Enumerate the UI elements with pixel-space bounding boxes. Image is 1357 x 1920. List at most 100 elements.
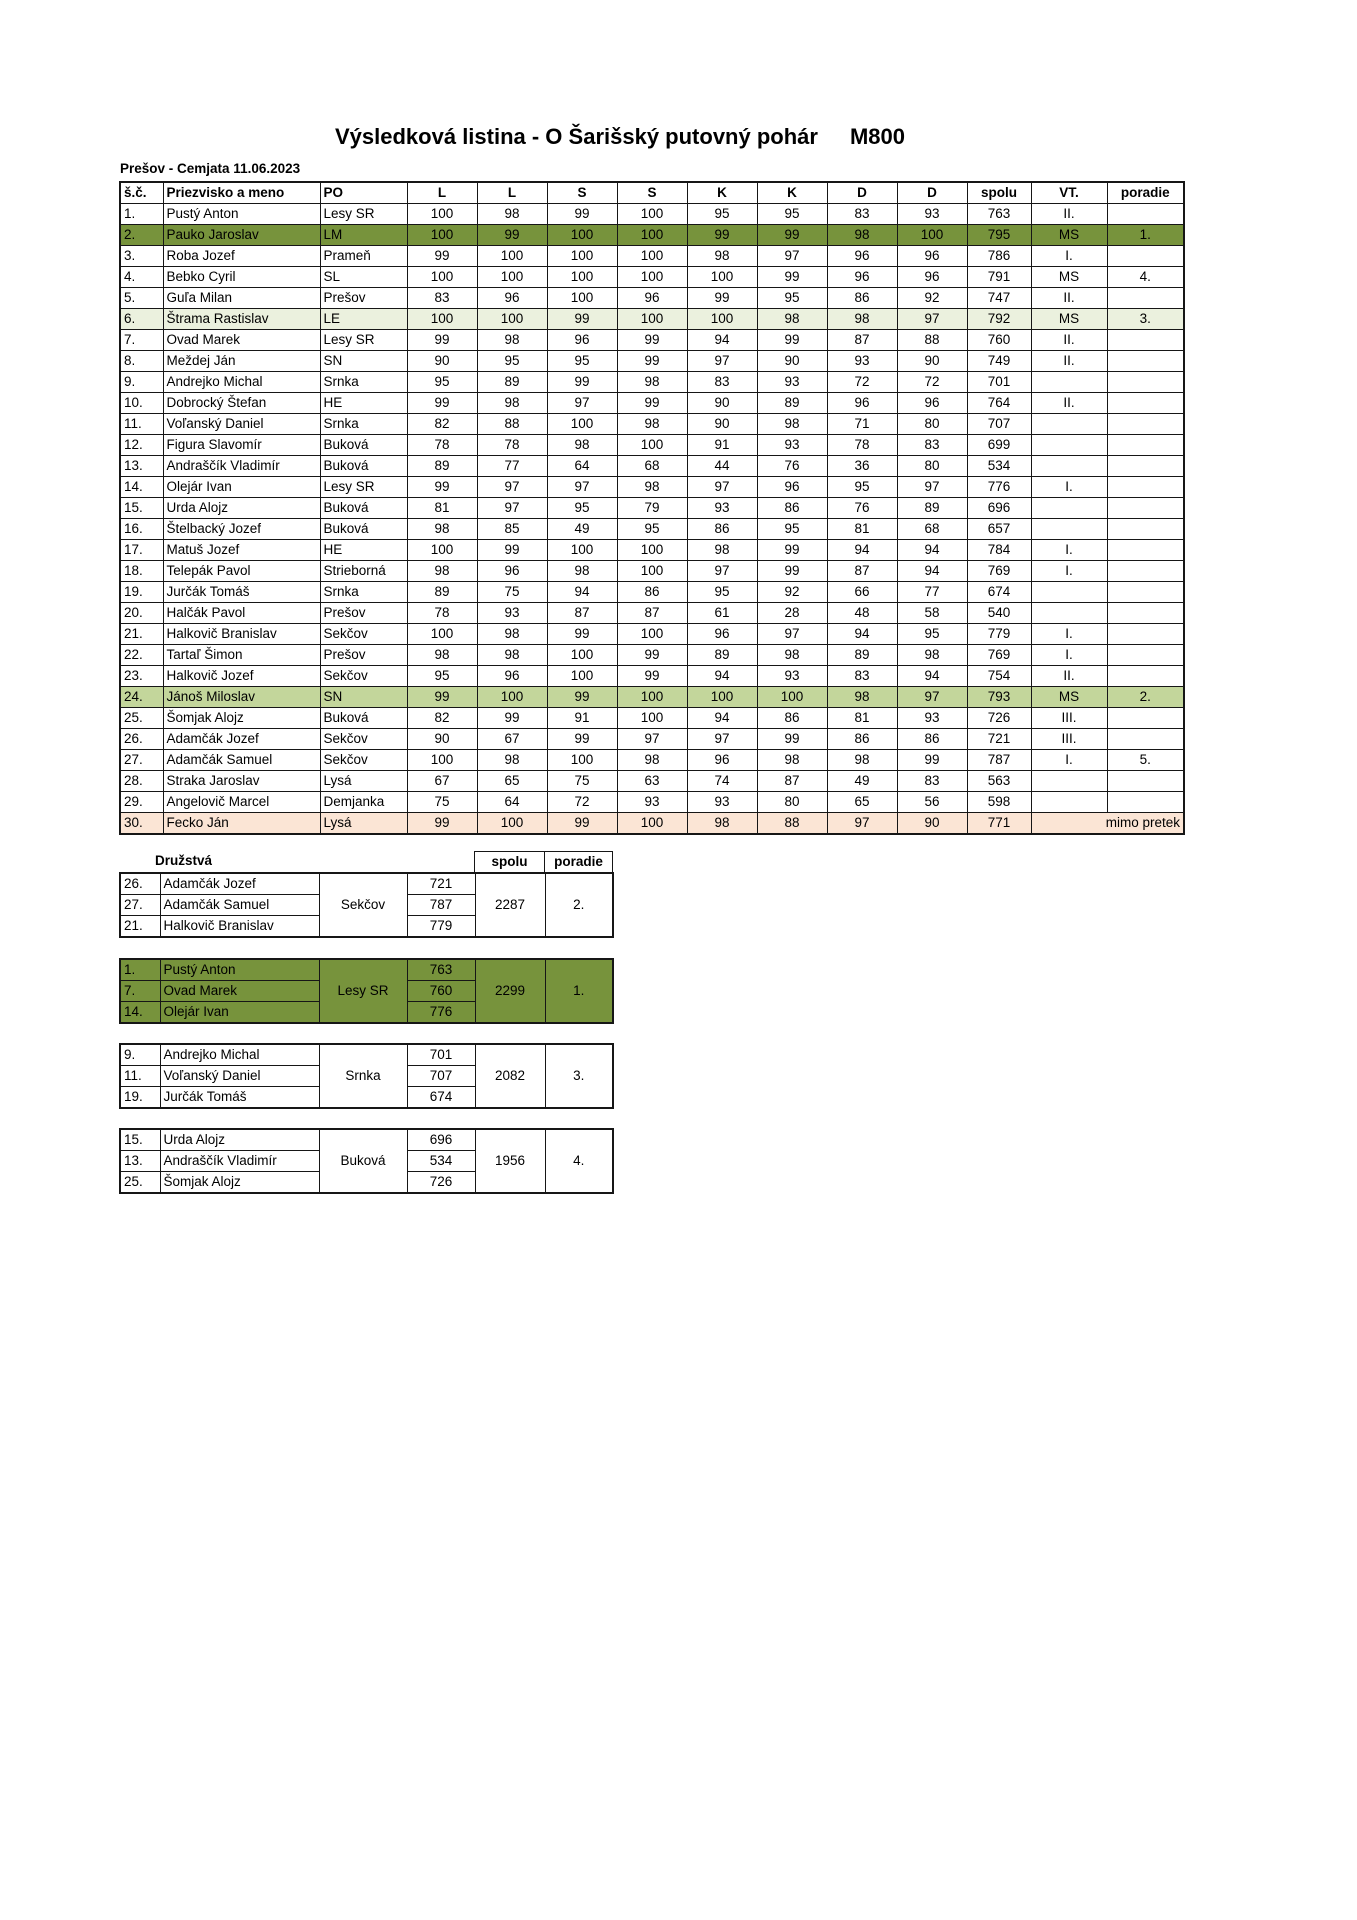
cell-poradie [1106, 602, 1185, 624]
cell-score: 44 [686, 455, 758, 477]
cell-score: 674 [406, 1086, 476, 1109]
cell-name: Šomjak Alojz [162, 707, 321, 729]
cell-score: 97 [896, 686, 968, 708]
cell-po: Srnka [319, 371, 408, 393]
cell-score: 99 [546, 308, 618, 330]
cell-score: 94 [826, 539, 898, 561]
table-row: 3. Roba Jozef Prameň 99 100 100 100 98 97 96 96 786… [119, 245, 1185, 267]
cell-score: 96 [896, 245, 968, 267]
column-header: L [476, 181, 548, 204]
cell-score: 99 [616, 644, 688, 666]
cell-score: 77 [896, 581, 968, 603]
team-row: 1. Pustý Anton Lesy SR 763 2299 1. [119, 958, 614, 1024]
cell-name: Adamčák Samuel [162, 749, 321, 771]
cell-score: 91 [546, 707, 618, 729]
cell-score: 94 [896, 665, 968, 687]
cell-score: 99 [406, 476, 478, 498]
cell-po: Srnka [319, 413, 408, 435]
cell-score: 74 [686, 770, 758, 792]
cell-rank: 15. [119, 1128, 161, 1151]
cell-score: 67 [406, 770, 478, 792]
cell-spolu: 749 [966, 350, 1032, 372]
cell-score: 100 [406, 539, 478, 561]
cell-name: Fecko Ján [162, 812, 321, 835]
cell-score: 100 [616, 539, 688, 561]
cell-name: Halkovič Branislav [159, 915, 320, 938]
cell-rank: 9. [119, 371, 164, 393]
cell-rank: 6. [119, 308, 164, 330]
cell-score: 75 [406, 791, 478, 813]
cell-score: 89 [476, 371, 548, 393]
discipline-code: M800 [849, 124, 905, 149]
page-title: Výsledková listina - O Šarišský putovný … [0, 124, 1240, 150]
team-header-poradie: poradie [544, 851, 613, 873]
cell-score: 92 [756, 581, 828, 603]
cell-score: 93 [756, 665, 828, 687]
team-row: 13. Andraščík Vladimír 534 [119, 1150, 613, 1172]
cell-spolu: 771 [966, 812, 1032, 835]
cell-po: Prešov [319, 287, 408, 309]
cell-name: Urda Alojz [162, 497, 321, 519]
cell-name: Jánoš Miloslav [162, 686, 321, 708]
cell-name: Angelovič Marcel [162, 791, 321, 813]
cell-score: 99 [406, 392, 478, 414]
team-row: 25. Šomjak Alojz 726 [119, 1171, 613, 1194]
cell-po: Buková [319, 455, 408, 477]
cell-score: 28 [756, 602, 828, 624]
cell-team-po: Sekčov [318, 872, 408, 938]
cell-score: 707 [406, 1065, 476, 1087]
cell-name: Šomjak Alojz [159, 1171, 320, 1194]
cell-po: Buková [319, 497, 408, 519]
cell-score: 98 [756, 308, 828, 330]
cell-rank: 5. [119, 287, 164, 309]
cell-poradie [1106, 560, 1185, 582]
cell-name: Figura Slavomír [162, 434, 321, 456]
cell-spolu: 769 [966, 644, 1032, 666]
cell-score: 100 [616, 707, 688, 729]
cell-vt: II. [1030, 287, 1108, 309]
cell-score: 696 [406, 1128, 476, 1151]
cell-score: 95 [406, 665, 478, 687]
cell-score: 100 [546, 539, 618, 561]
cell-score: 99 [616, 392, 688, 414]
cell-score: 98 [616, 749, 688, 771]
cell-vt: I. [1030, 245, 1108, 267]
cell-score: 96 [476, 560, 548, 582]
cell-poradie [1106, 791, 1185, 813]
column-header: š.č. [119, 181, 164, 204]
cell-score: 49 [826, 770, 898, 792]
cell-score: 96 [476, 665, 548, 687]
cell-name: Tartaľ Šimon [162, 644, 321, 666]
cell-score: 93 [896, 707, 968, 729]
cell-score: 534 [406, 1150, 476, 1172]
cell-score: 100 [546, 224, 618, 246]
cell-score: 96 [686, 623, 758, 645]
cell-score: 98 [406, 560, 478, 582]
table-row: 29. Angelovič Marcel Demjanka 75 64 72 93 93 80 6… [119, 791, 1185, 813]
cell-score: 75 [546, 770, 618, 792]
team-row: 14. Olejár Ivan 776 [119, 1001, 613, 1024]
cell-score: 85 [476, 518, 548, 540]
cell-score: 98 [476, 644, 548, 666]
cell-vt: I. [1030, 476, 1108, 498]
table-row: 4. Bebko Cyril SL 100 100 100 100 100 99 96 96 791 M… [119, 266, 1185, 288]
cell-score: 100 [616, 266, 688, 288]
cell-team-spolu: 2287 [474, 872, 546, 938]
team-header-row: spolu poradie [474, 851, 613, 873]
cell-rank: 17. [119, 539, 164, 561]
cell-score: 776 [406, 1001, 476, 1024]
cell-poradie [1106, 455, 1185, 477]
cell-score: 88 [476, 413, 548, 435]
cell-score: 99 [756, 560, 828, 582]
cell-score: 99 [616, 350, 688, 372]
cell-rank: 25. [119, 1171, 161, 1194]
cell-rank: 8. [119, 350, 164, 372]
cell-score: 77 [476, 455, 548, 477]
cell-score: 89 [686, 644, 758, 666]
team-table: 9. Andrejko Michal Srnka 701 2082 3. 11. Voľans… [119, 1043, 614, 1109]
cell-rank: 16. [119, 518, 164, 540]
cell-rank: 11. [119, 1065, 161, 1087]
table-row: 22. Tartaľ Šimon Prešov 98 98 100 99 89 98 89 98 76… [119, 644, 1185, 666]
cell-rank: 14. [119, 1001, 161, 1024]
cell-name: Andraščík Vladimír [159, 1150, 320, 1172]
